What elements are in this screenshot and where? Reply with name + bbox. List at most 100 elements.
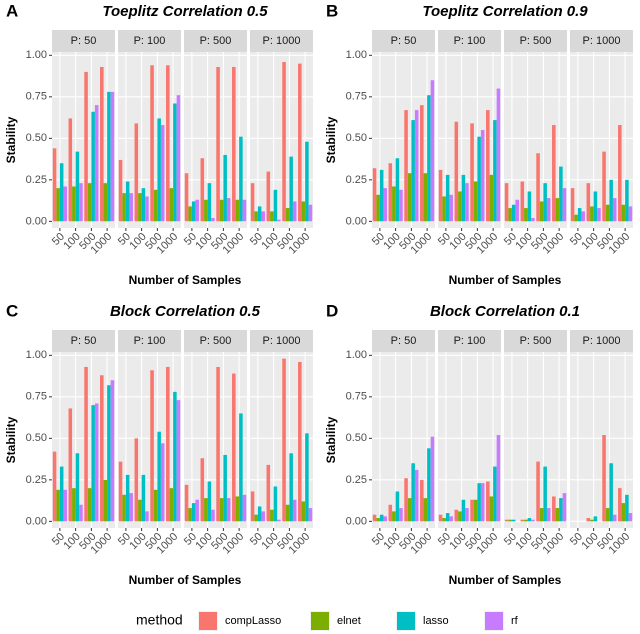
strip bbox=[372, 330, 435, 352]
bar bbox=[219, 199, 224, 222]
bar bbox=[562, 493, 567, 522]
bar bbox=[430, 80, 435, 222]
panel: A Toeplitz Correlation 0.5 Stability Number… bbox=[4, 1, 313, 287]
bar bbox=[301, 201, 306, 222]
y-tick-label: 0.75 bbox=[346, 391, 367, 403]
bar bbox=[184, 484, 189, 522]
bar bbox=[219, 498, 224, 522]
y-tick-label: 0.75 bbox=[346, 91, 367, 103]
plot-background bbox=[570, 352, 633, 528]
panel-title: Block Correlation 0.5 bbox=[110, 303, 261, 320]
y-tick-label: 0.00 bbox=[26, 215, 47, 227]
y-tick-label: 0.50 bbox=[346, 132, 367, 144]
bar bbox=[87, 488, 92, 522]
y-tick-label: 0.00 bbox=[346, 215, 367, 227]
bar bbox=[166, 366, 170, 522]
bar bbox=[289, 453, 293, 522]
bar bbox=[625, 494, 629, 522]
bar bbox=[79, 183, 83, 222]
bar bbox=[103, 183, 108, 222]
bar bbox=[597, 208, 601, 222]
bar bbox=[493, 466, 497, 522]
bar bbox=[216, 66, 220, 222]
bar bbox=[438, 514, 443, 522]
bar bbox=[511, 204, 516, 222]
bar bbox=[211, 218, 215, 222]
bar bbox=[442, 196, 446, 222]
bar bbox=[546, 198, 551, 222]
bar bbox=[520, 519, 525, 522]
bar bbox=[191, 201, 196, 222]
panel-title: Block Correlation 0.1 bbox=[430, 303, 580, 320]
bar bbox=[176, 400, 181, 522]
bar bbox=[430, 436, 435, 522]
bar bbox=[134, 123, 139, 222]
bar bbox=[621, 503, 626, 522]
bar bbox=[376, 518, 380, 522]
bar bbox=[586, 183, 591, 222]
bar bbox=[438, 169, 443, 222]
bar bbox=[612, 514, 617, 522]
bar bbox=[392, 511, 396, 522]
plot-background bbox=[184, 52, 247, 228]
strip bbox=[438, 330, 501, 352]
bar bbox=[153, 489, 158, 522]
bar bbox=[266, 171, 271, 222]
strip bbox=[250, 30, 313, 52]
bar bbox=[559, 498, 563, 522]
bar bbox=[392, 186, 396, 222]
bar bbox=[420, 479, 424, 522]
bar bbox=[486, 481, 490, 522]
bar bbox=[552, 496, 556, 522]
bar bbox=[489, 496, 494, 522]
bar bbox=[216, 366, 220, 522]
bar bbox=[301, 501, 306, 522]
bar bbox=[445, 174, 450, 222]
bar bbox=[383, 188, 387, 222]
bar bbox=[63, 186, 67, 222]
bar bbox=[461, 499, 466, 522]
bar bbox=[239, 413, 243, 522]
bar bbox=[609, 179, 613, 222]
bar bbox=[477, 483, 481, 522]
bar bbox=[125, 474, 130, 522]
bar bbox=[399, 508, 403, 522]
bar bbox=[195, 199, 199, 222]
bar bbox=[59, 466, 64, 522]
bar bbox=[496, 435, 501, 522]
strip-label: P: 500 bbox=[520, 335, 552, 347]
bar bbox=[166, 65, 170, 222]
bar bbox=[94, 105, 99, 222]
bar bbox=[628, 513, 633, 522]
strip bbox=[250, 330, 313, 352]
bar bbox=[277, 519, 281, 522]
bar bbox=[376, 194, 380, 222]
bar bbox=[157, 431, 161, 522]
bar bbox=[372, 168, 377, 222]
bar bbox=[383, 516, 387, 522]
bar bbox=[414, 469, 419, 522]
y-tick-label: 1.00 bbox=[26, 49, 47, 61]
bar bbox=[160, 125, 165, 222]
plot-background bbox=[504, 352, 567, 528]
bar bbox=[449, 516, 453, 522]
bar bbox=[407, 173, 412, 222]
strip bbox=[184, 30, 247, 52]
strip bbox=[570, 30, 633, 52]
bar bbox=[486, 110, 490, 222]
legend-key bbox=[485, 612, 503, 630]
bar bbox=[84, 366, 88, 522]
bar bbox=[527, 518, 532, 522]
bar bbox=[195, 499, 199, 522]
bar bbox=[477, 136, 481, 222]
bar bbox=[388, 163, 393, 222]
bar bbox=[122, 193, 126, 222]
strip-label: P: 50 bbox=[391, 35, 417, 47]
bar bbox=[145, 511, 149, 522]
bar bbox=[508, 519, 512, 522]
bar bbox=[539, 201, 544, 222]
panel-tag: D bbox=[326, 301, 338, 320]
bar bbox=[536, 153, 540, 222]
bar bbox=[261, 511, 265, 522]
bar bbox=[305, 433, 309, 522]
